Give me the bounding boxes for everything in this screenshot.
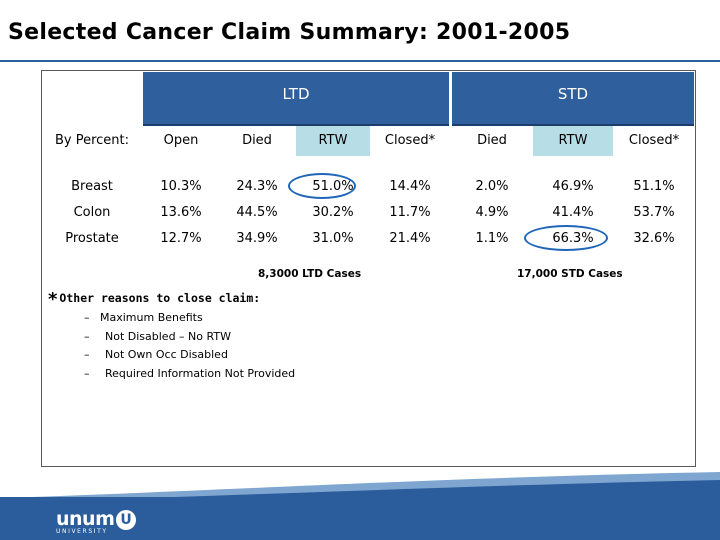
col-header-std-rtw: RTW xyxy=(558,133,588,148)
col-header-ltd-rtw: RTW xyxy=(318,133,348,148)
table-cell: 53.7% xyxy=(633,205,675,220)
table-cell: 46.9% xyxy=(552,179,594,194)
table-cell: 41.4% xyxy=(552,205,594,220)
std-group-label: STD xyxy=(557,85,589,103)
page-title: Selected Cancer Claim Summary: 2001-2005 xyxy=(8,20,571,45)
list-item-text: Required Information Not Provided xyxy=(105,366,296,380)
dash-bullet: – xyxy=(84,329,90,343)
table-cell: 12.7% xyxy=(160,231,202,246)
notes-heading: * Other reasons to close claim: xyxy=(48,289,260,310)
table-cell: 2.0% xyxy=(475,179,509,194)
summary-table-frame xyxy=(41,70,696,467)
logo-subtitle: UNIVERSITY xyxy=(56,528,108,535)
highlight-circle-breast-rtw xyxy=(288,173,356,199)
row-label: Prostate xyxy=(65,231,119,246)
col-header-ltd-closed: Closed* xyxy=(384,133,436,148)
ltd-group-header: LTD xyxy=(143,72,449,124)
highlight-circle-prostate-rtw xyxy=(524,225,608,251)
dash-bullet: – xyxy=(84,311,90,324)
table-cell: 34.9% xyxy=(236,231,278,246)
table-cell: 31.0% xyxy=(312,231,354,246)
table-cell: 14.4% xyxy=(389,179,431,194)
table-cell: 30.2% xyxy=(312,205,354,220)
row-label: Breast xyxy=(71,179,113,194)
row-label: Colon xyxy=(73,205,111,220)
ltd-rtw-highlight xyxy=(296,126,370,156)
table-cell: 4.9% xyxy=(475,205,509,220)
dash-bullet: – xyxy=(84,366,90,380)
table-cell: 51.1% xyxy=(633,179,675,194)
ltd-group-label: LTD xyxy=(282,85,310,103)
table-cell: 24.3% xyxy=(236,179,278,194)
std-header-underline xyxy=(452,124,694,126)
list-item-text: Not Disabled – No RTW xyxy=(105,329,231,343)
table-cell: 11.7% xyxy=(389,205,431,220)
table-cell: 44.5% xyxy=(236,205,278,220)
col-header-open: Open xyxy=(163,133,199,148)
table-cell: 13.6% xyxy=(160,205,202,220)
table-cell: 1.1% xyxy=(475,231,509,246)
list-item-text: Maximum Benefits xyxy=(100,311,203,324)
col-header-std-closed: Closed* xyxy=(628,133,680,148)
dash-bullet: – xyxy=(84,348,90,361)
title-divider xyxy=(0,60,720,62)
ltd-case-count: 8,3000 LTD Cases xyxy=(258,268,362,280)
std-group-header: STD xyxy=(452,72,694,124)
list-item-text: Not Own Occ Disabled xyxy=(105,348,228,361)
logo-badge: U xyxy=(116,510,136,530)
row-header-label: By Percent: xyxy=(54,133,130,148)
table-cell: 21.4% xyxy=(389,231,431,246)
ltd-header-underline xyxy=(143,124,449,126)
std-case-count: 17,000 STD Cases xyxy=(517,268,623,280)
table-cell: 32.6% xyxy=(633,231,675,246)
notes-title: Other reasons to close claim: xyxy=(59,291,261,305)
unum-university-logo: unum U UNIVERSITY xyxy=(56,508,136,535)
col-header-std-died: Died xyxy=(477,133,507,148)
std-rtw-highlight xyxy=(533,126,613,156)
col-header-ltd-died: Died xyxy=(242,133,272,148)
asterisk-marker: * xyxy=(48,289,58,310)
table-cell: 10.3% xyxy=(160,179,202,194)
logo-wordmark: unum xyxy=(56,508,115,530)
